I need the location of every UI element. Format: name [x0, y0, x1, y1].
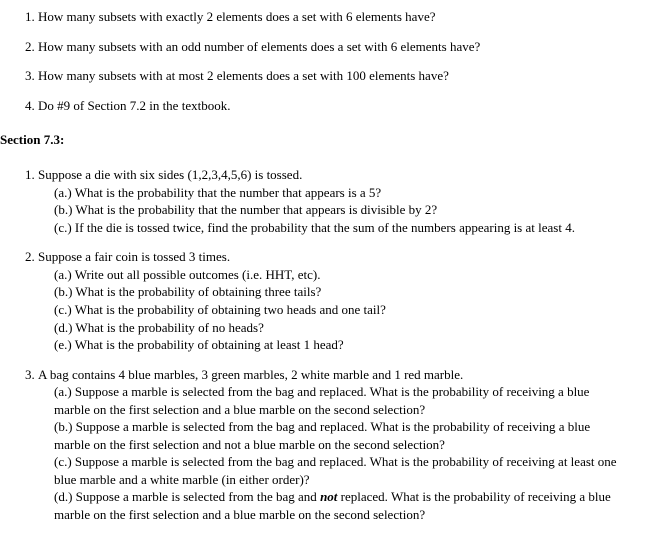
sec-q3-b: (b.) Suppose a marble is selected from t… [54, 418, 627, 453]
sec-q3-d: (d.) Suppose a marble is selected from t… [54, 488, 627, 523]
sec-q2-stem: Suppose a fair coin is tossed 3 times. [38, 249, 230, 264]
top-q2: How many subsets with an odd number of e… [38, 38, 627, 56]
sec-q2: Suppose a fair coin is tossed 3 times. (… [38, 248, 627, 353]
top-q1: How many subsets with exactly 2 elements… [38, 8, 627, 26]
sec-q1-b: (b.) What is the probability that the nu… [54, 201, 627, 219]
sec-q1-a: (a.) What is the probability that the nu… [54, 184, 627, 202]
sec-q3: A bag contains 4 blue marbles, 3 green m… [38, 366, 627, 524]
sec-q1-c: (c.) If the die is tossed twice, find th… [54, 219, 627, 237]
page: How many subsets with exactly 2 elements… [0, 0, 645, 544]
sec-q3-d-pre: (d.) Suppose a marble is selected from t… [54, 489, 320, 504]
sec-q3-a: (a.) Suppose a marble is selected from t… [54, 383, 627, 418]
sec-q2-e: (e.) What is the probability of obtainin… [54, 336, 627, 354]
top-question-list: How many subsets with exactly 2 elements… [18, 8, 627, 114]
section-heading: Section 7.3: [0, 132, 627, 148]
sec-q2-a: (a.) Write out all possible outcomes (i.… [54, 266, 627, 284]
sec-q2-c: (c.) What is the probability of obtainin… [54, 301, 627, 319]
sec-q1: Suppose a die with six sides (1,2,3,4,5,… [38, 166, 627, 236]
sec-q2-b: (b.) What is the probability of obtainin… [54, 283, 627, 301]
sec-q3-d-bold: not [320, 489, 337, 504]
sec-q2-d: (d.) What is the probability of no heads… [54, 319, 627, 337]
sec-q3-stem: A bag contains 4 blue marbles, 3 green m… [38, 367, 463, 382]
section-question-list: Suppose a die with six sides (1,2,3,4,5,… [18, 166, 627, 523]
top-q4: Do #9 of Section 7.2 in the textbook. [38, 97, 627, 115]
top-q3: How many subsets with at most 2 elements… [38, 67, 627, 85]
sec-q3-c: (c.) Suppose a marble is selected from t… [54, 453, 627, 488]
sec-q1-stem: Suppose a die with six sides (1,2,3,4,5,… [38, 167, 302, 182]
